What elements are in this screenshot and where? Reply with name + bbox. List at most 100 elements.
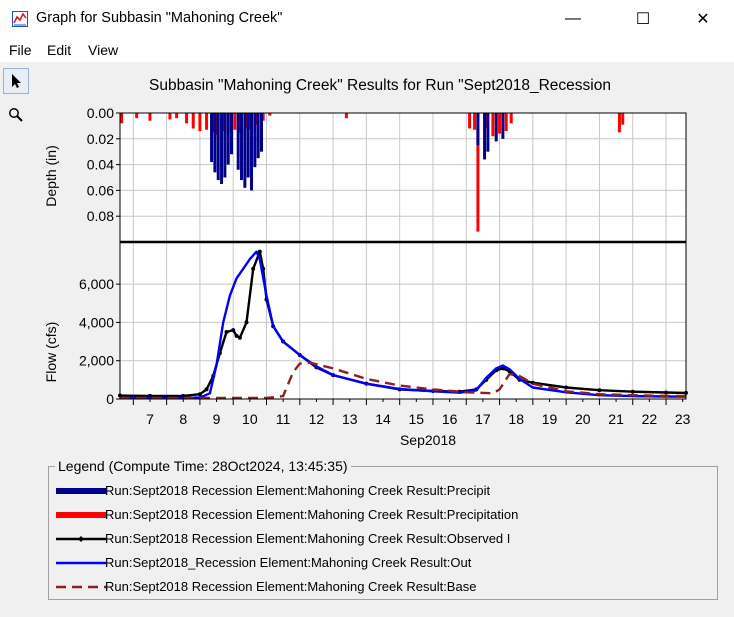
- y-tick-label: 6,000: [79, 276, 114, 292]
- precip-bar: [148, 113, 152, 121]
- precip-bar: [243, 113, 247, 188]
- series-marker: [237, 335, 242, 340]
- x-tick-label: 12: [309, 411, 325, 427]
- precip-bar: [233, 113, 237, 130]
- y-axis-label-flow: Flow (cfs): [43, 322, 59, 383]
- precip-bar: [215, 113, 219, 135]
- legend-label: Run:Sept2018_Recession Element:Mahoning …: [105, 555, 472, 570]
- series-marker: [204, 387, 209, 392]
- precip-bar: [211, 113, 215, 133]
- precip-bar: [185, 113, 189, 124]
- precip-bar: [226, 113, 230, 165]
- window-title: Graph for Subbasin "Mahoning Creek": [36, 10, 283, 26]
- y-tick-label: 0.02: [87, 131, 114, 147]
- legend-item-precip: Run:Sept2018 Recession Element:Mahoning …: [49, 481, 717, 501]
- legend-label: Run:Sept2018 Recession Element:Mahoning …: [105, 507, 519, 522]
- y-axis-label-depth: Depth (in): [43, 145, 59, 206]
- precip-bar: [248, 113, 252, 130]
- precip-bar: [494, 113, 498, 142]
- x-tick-label: 14: [375, 411, 391, 427]
- precip-bar: [468, 113, 472, 129]
- precip-bar: [238, 113, 242, 133]
- menu-edit[interactable]: Edit: [47, 42, 72, 58]
- precip-bar: [617, 113, 621, 133]
- series-marker: [234, 333, 239, 338]
- precip-bar: [175, 113, 179, 119]
- precip-bar: [135, 113, 139, 119]
- legend-label: Run:Sept2018 Recession Element:Mahoning …: [105, 531, 511, 546]
- precip-bar: [483, 113, 487, 160]
- x-tick-label: 21: [608, 411, 624, 427]
- series-line: [119, 361, 687, 400]
- zoom-tool-button[interactable]: [3, 102, 29, 128]
- precip-bar: [260, 113, 263, 152]
- legend-label: Run:Sept2018 Recession Element:Mahoning …: [105, 579, 477, 594]
- x-tick-label: 19: [542, 411, 558, 427]
- precip-bar: [221, 113, 225, 132]
- legend-title: Legend (Compute Time: 28Oct2024, 13:45:3…: [55, 458, 351, 474]
- precip-bar: [476, 113, 480, 232]
- series-marker: [197, 392, 202, 397]
- menu-bar: File Edit View: [0, 38, 734, 62]
- series-marker: [224, 329, 229, 334]
- x-tick-label: 13: [342, 411, 358, 427]
- x-tick-label: 18: [508, 411, 524, 427]
- y-tick-label: 2,000: [79, 353, 114, 369]
- legend-item-baseflow: Run:Sept2018 Recession Element:Mahoning …: [49, 577, 717, 597]
- x-tick-label: 7: [146, 411, 154, 427]
- series-marker: [664, 390, 669, 395]
- legend-item-precipitation: Run:Sept2018 Recession Element:Mahoning …: [49, 505, 717, 525]
- precip-bar: [256, 113, 260, 159]
- precip-bar: [205, 113, 209, 130]
- y-tick-label: 0: [106, 391, 114, 407]
- precip-bar: [621, 113, 625, 125]
- app-graph-icon: [12, 11, 28, 27]
- pointer-icon: [12, 74, 21, 88]
- y-tick-label: 0.06: [87, 182, 114, 198]
- hydrograph-chart: 7 8 9 10 11 12 13 14 15 16 17 18 19 20 21 22 23 0.00 0.02 0…: [43, 105, 691, 448]
- precip-bar: [344, 113, 348, 119]
- precip-bar: [246, 113, 250, 178]
- close-button[interactable]: ✕: [680, 0, 726, 38]
- precip-bar: [213, 113, 217, 173]
- precip-bar: [210, 113, 214, 163]
- legend-swatch: [56, 561, 106, 565]
- y-tick-label: 0.04: [87, 157, 114, 173]
- precip-bar: [168, 113, 172, 120]
- maximize-button[interactable]: ☐: [620, 0, 666, 38]
- precip-bar: [240, 113, 244, 181]
- maximize-icon: ☐: [635, 11, 651, 28]
- x-tick-label: 11: [276, 411, 291, 427]
- precip-bar: [120, 113, 124, 124]
- menu-file[interactable]: File: [9, 42, 32, 58]
- precip-bar: [255, 113, 259, 125]
- y-tick-label: 0.00: [87, 105, 114, 121]
- precip-bar: [223, 113, 227, 178]
- legend-swatch: [56, 512, 106, 518]
- legend-swatch: [56, 585, 106, 589]
- precip-bar: [216, 113, 220, 181]
- close-icon: ✕: [696, 11, 710, 28]
- precip-bar: [486, 113, 490, 152]
- x-tick-label: 8: [179, 411, 187, 427]
- legend-swatch: [56, 488, 106, 494]
- x-tick-label: 10: [242, 411, 258, 427]
- x-tick-label: 23: [675, 411, 691, 427]
- minimize-icon: —: [565, 10, 581, 27]
- legend-item-outflow: Run:Sept2018_Recession Element:Mahoning …: [49, 553, 717, 573]
- series-line: [119, 250, 687, 400]
- precip-bar: [198, 113, 202, 132]
- precip-bar: [236, 113, 240, 170]
- precip-bar: [245, 113, 249, 129]
- precip-bar: [250, 113, 254, 191]
- minimize-button[interactable]: —: [550, 0, 596, 38]
- x-tick-label: 9: [213, 411, 221, 427]
- precip-bar: [191, 113, 195, 129]
- menu-view[interactable]: View: [88, 42, 119, 58]
- legend-box: Run:Sept2018 Recession Element:Mahoning …: [48, 466, 718, 600]
- precip-bar: [509, 113, 513, 124]
- legend-swatch: [56, 536, 106, 542]
- pointer-tool-button[interactable]: [3, 68, 29, 94]
- flow-panel-bg: [120, 242, 686, 399]
- series-marker: [597, 388, 602, 393]
